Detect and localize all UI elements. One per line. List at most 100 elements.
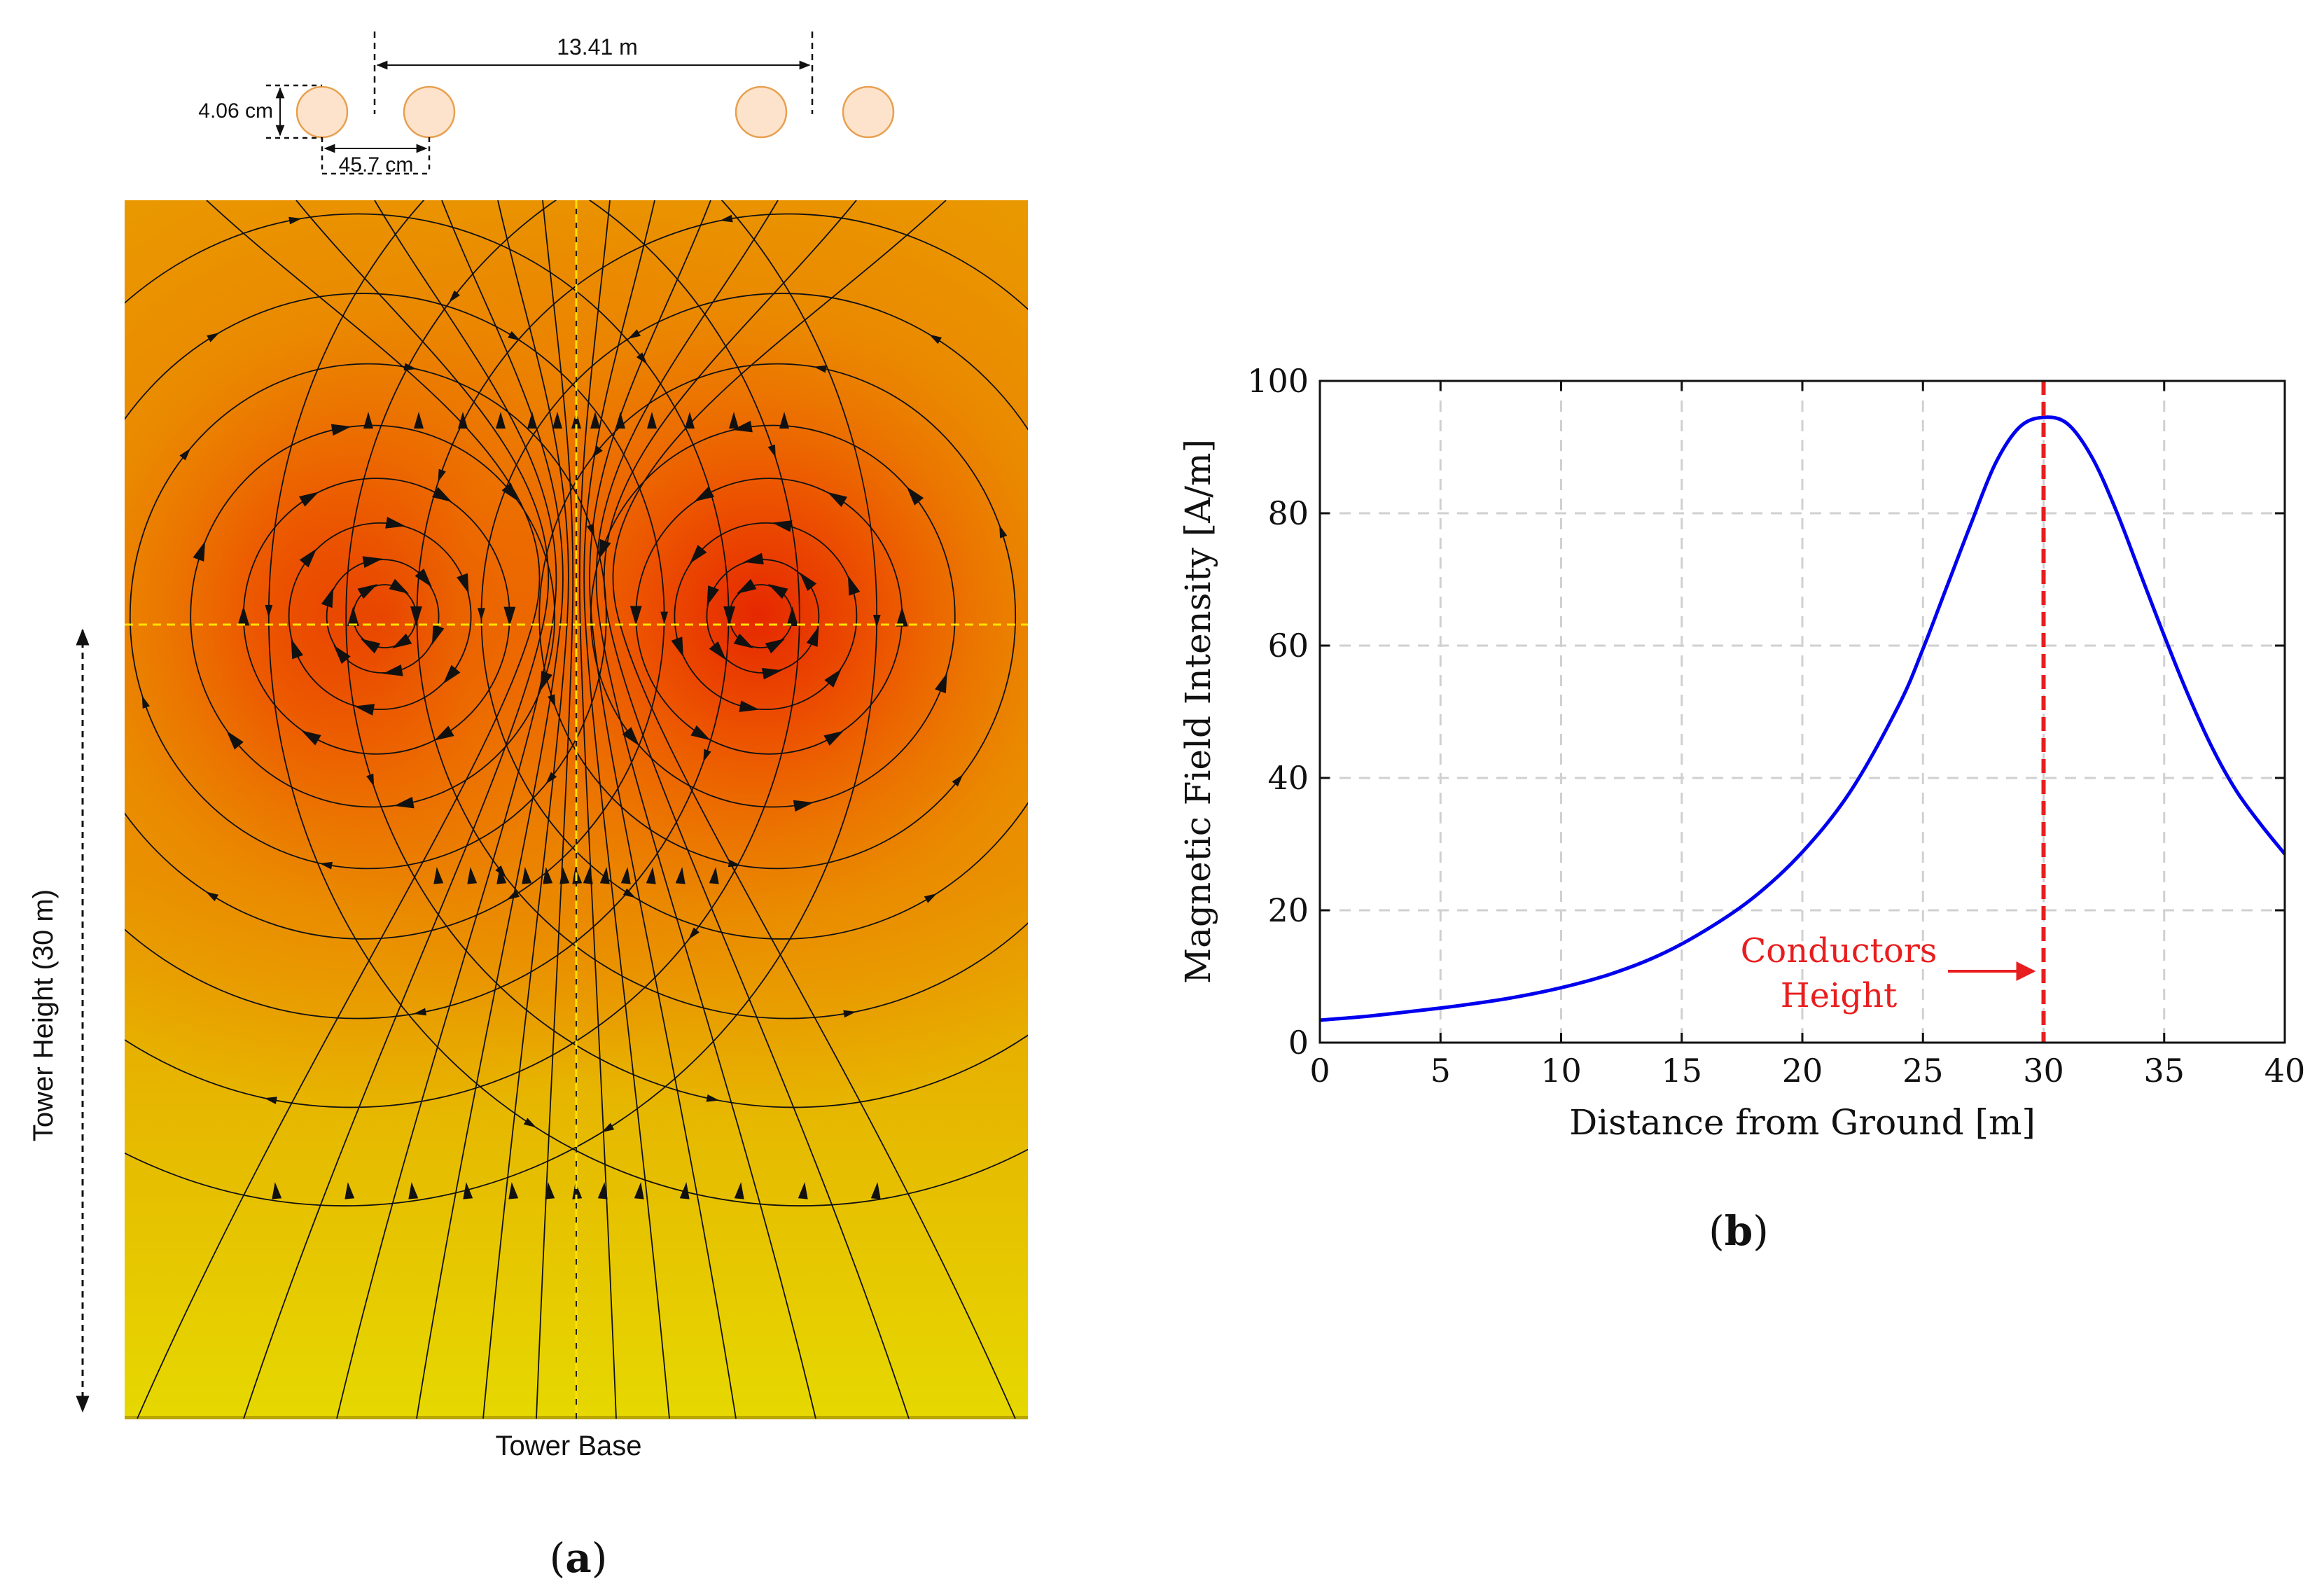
field-arrow	[572, 1182, 583, 1199]
caption-a: (a)	[550, 1534, 608, 1582]
field-arrow	[660, 611, 669, 625]
field-arrow	[739, 700, 760, 712]
field-arrow	[394, 796, 415, 809]
field-arrow	[559, 867, 570, 884]
caption-a-letter: a	[565, 1534, 592, 1582]
field-arrow	[767, 444, 776, 458]
field-arrow	[362, 556, 383, 568]
field-line	[589, 200, 737, 1419]
field-arrow	[870, 1182, 881, 1199]
field-arrow	[847, 575, 861, 596]
field-arrow	[67, 1118, 82, 1130]
field-arrow	[503, 606, 516, 627]
field-arrow	[363, 412, 373, 429]
field-loop	[326, 559, 440, 674]
field-arrow	[799, 572, 817, 592]
field-arrow	[330, 424, 352, 436]
field-arrow	[813, 365, 827, 373]
x-tick-label: 15	[1661, 1052, 1702, 1090]
field-arrow	[463, 1182, 473, 1199]
field-arrow	[496, 412, 506, 429]
field-arrow	[1128, 928, 1142, 942]
field-arrow	[496, 867, 507, 884]
panel-a-field-plot: 13.41 m 4.06 cm 45.7 cm	[4, 32, 1142, 1582]
field-line	[603, 200, 910, 1419]
field-arrow	[449, 290, 460, 302]
field-arrow	[620, 867, 631, 884]
field-arrow	[414, 412, 424, 429]
field-arrow	[333, 645, 351, 665]
field-loop	[288, 522, 472, 711]
field-line	[536, 200, 574, 1419]
field-line	[243, 200, 550, 1419]
field-arrow	[366, 773, 375, 787]
field-arrow	[319, 861, 333, 870]
field-arrow	[646, 867, 656, 884]
field-loop	[129, 363, 607, 870]
field-arrow	[431, 487, 452, 502]
x-tick-label: 0	[1309, 1052, 1330, 1090]
field-arrow	[685, 412, 695, 429]
field-arrow	[65, 865, 79, 880]
field-arrow	[523, 1118, 537, 1128]
field-arrow	[508, 331, 521, 341]
field-arrow	[706, 1094, 720, 1102]
field-arrow	[622, 727, 639, 746]
field-arrow	[636, 352, 648, 365]
field-line	[595, 200, 816, 1419]
dim-spacing-label: 45.7 cm	[339, 153, 414, 176]
field-arrow	[272, 1182, 282, 1199]
field-arrow	[827, 492, 848, 508]
field-arrow	[761, 667, 782, 680]
field-arrow	[709, 867, 719, 884]
field-arrow	[571, 412, 581, 429]
field-arrow	[347, 606, 359, 626]
field-arrow	[793, 800, 814, 812]
field-arrow	[506, 890, 520, 900]
field-arrow	[413, 1008, 426, 1016]
field-arrow	[540, 671, 552, 692]
field-arrow	[457, 573, 469, 594]
field-loop	[190, 424, 556, 808]
annotation-line-2: Height	[1781, 976, 1898, 1015]
field-arrow	[4, 469, 15, 484]
field-arrow	[928, 334, 942, 345]
field-arrow	[75, 97, 90, 109]
field-arrow	[690, 725, 711, 741]
field-arrow	[583, 867, 593, 884]
field-line	[578, 200, 617, 1419]
field-arrow	[543, 867, 553, 884]
field-arrow	[823, 730, 844, 746]
field-arrow	[1080, 612, 1087, 625]
tower-height-label: Tower Height (30 m)	[28, 889, 59, 1141]
field-arrow	[443, 665, 461, 684]
conductor-2	[403, 85, 456, 139]
field-arrow	[599, 867, 610, 884]
field-arrow	[548, 694, 556, 708]
field-arrow	[634, 1182, 644, 1199]
y-tick-label: 100	[1247, 362, 1309, 400]
field-arrow	[688, 927, 700, 940]
field-arrow	[786, 606, 798, 626]
streamlines	[4, 97, 1142, 1419]
conductor-3	[735, 85, 788, 139]
field-arrow	[207, 333, 220, 342]
field-arrow	[299, 548, 317, 568]
tower-base-label: Tower Base	[496, 1431, 642, 1461]
field-arrow	[736, 578, 757, 594]
field-arrow	[522, 867, 532, 884]
field-arrow	[772, 520, 793, 532]
field-line	[336, 200, 557, 1419]
y-tick-label: 80	[1267, 494, 1309, 532]
field-arrow	[924, 893, 938, 903]
field-arrow	[321, 587, 334, 608]
dim-diameter-label: 4.06 cm	[198, 99, 273, 123]
field-arrow	[408, 1182, 419, 1199]
y-tick-label: 0	[1288, 1024, 1309, 1062]
field-arrow	[707, 585, 719, 606]
field-arrow	[288, 216, 302, 225]
field-loop	[674, 522, 858, 711]
field-arrow	[723, 606, 735, 626]
x-axis-ticks: 0 5 10 15 20 25 30 35 40	[1309, 381, 2305, 1090]
field-arrow	[597, 1182, 608, 1199]
